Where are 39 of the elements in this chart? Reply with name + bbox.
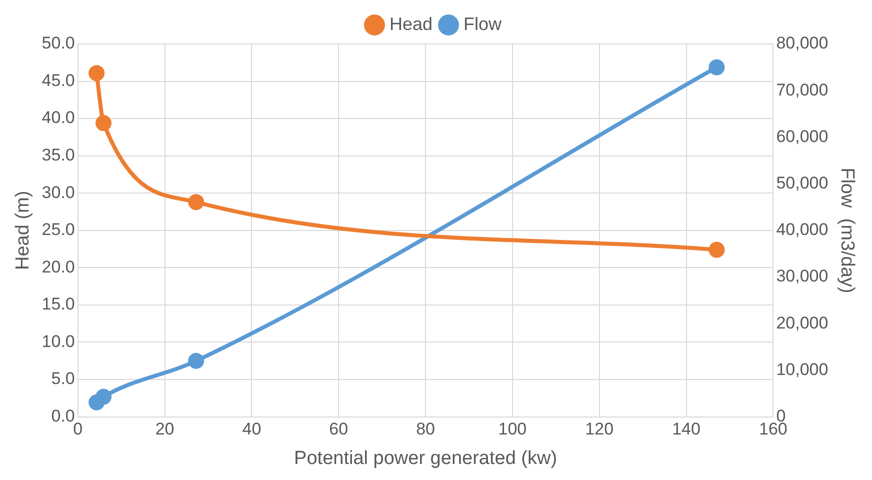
y2-tick-label: 40,000 <box>776 220 828 240</box>
x-tick-label: 0 <box>73 420 83 439</box>
y-tick-label: 10.0 <box>42 332 75 351</box>
y-tick-label: 25.0 <box>42 220 75 240</box>
y2-tick-label: 70,000 <box>776 80 828 100</box>
point <box>188 352 204 369</box>
y2-tick-label: 30,000 <box>776 266 828 286</box>
point <box>96 115 112 132</box>
y-tick-label: 0.0 <box>51 406 75 426</box>
legend-label: Flow <box>464 14 503 34</box>
y-tick-label: 50.0 <box>42 34 75 53</box>
x-tick-label: 80 <box>416 420 436 439</box>
y-axis-title: Head (m) <box>12 190 34 270</box>
y2-tick-label: 80,000 <box>776 34 828 53</box>
y-tick-label: 40.0 <box>42 108 75 128</box>
point <box>708 242 725 258</box>
point <box>708 59 725 76</box>
x-tick-label: 60 <box>329 420 348 439</box>
y2-tick-label: 10,000 <box>776 360 828 379</box>
y2-axis-title: Flow (m3/day) <box>836 168 858 294</box>
x-tick-label: 20 <box>155 420 174 439</box>
y-tick-label: 35.0 <box>42 146 75 165</box>
y-tick-label: 30.0 <box>42 182 75 202</box>
y2-tick-label: 60,000 <box>776 126 828 146</box>
x-tick-label: 140 <box>672 420 700 439</box>
x-tick-label: 100 <box>498 420 527 439</box>
y2-tick-label: 20,000 <box>776 313 828 332</box>
point <box>96 388 112 405</box>
y2-tick-label: 50,000 <box>776 173 828 192</box>
legend-label: Head <box>389 14 433 34</box>
y-tick-label: 5.0 <box>51 369 75 388</box>
x-axis-title: Potential power generated (kw) <box>294 448 558 469</box>
x-tick-label: 120 <box>585 420 614 439</box>
x-tick-label: 40 <box>242 420 262 439</box>
y-tick-label: 45.0 <box>42 70 75 90</box>
point <box>188 194 204 210</box>
y-tick-label: 20.0 <box>42 257 75 276</box>
point <box>88 65 105 82</box>
y-tick-label: 15.0 <box>42 294 75 314</box>
